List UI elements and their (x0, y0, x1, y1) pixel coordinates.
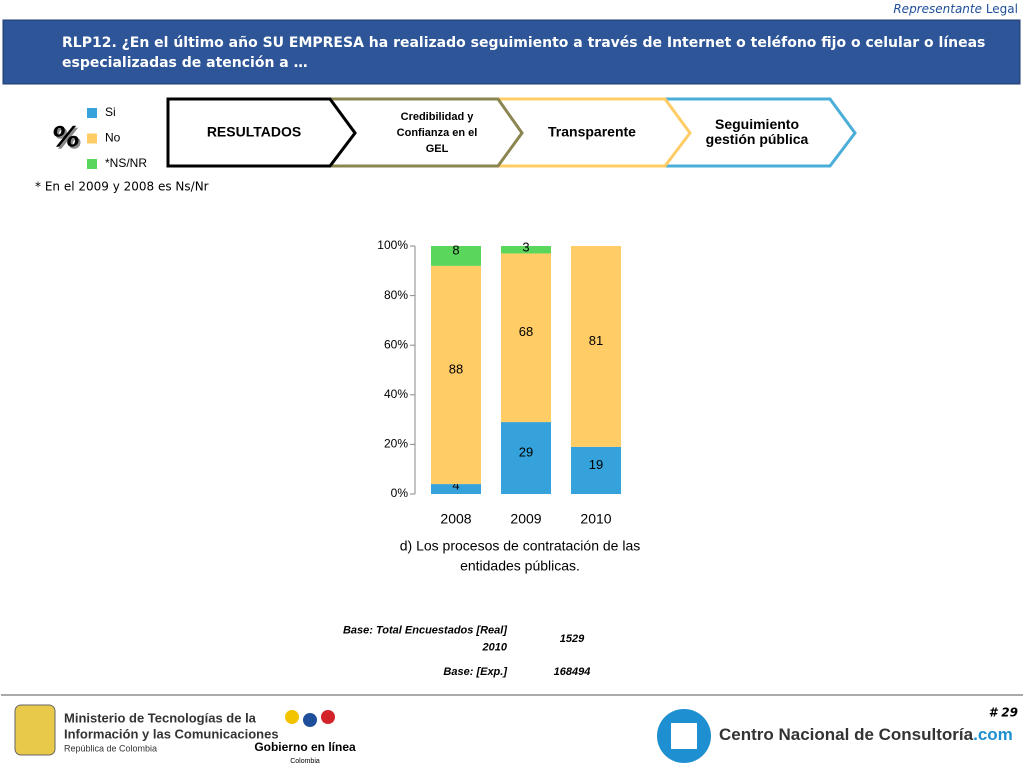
role-italic: Representante (893, 2, 982, 16)
gel-logo: Gobierno en línea (254, 740, 356, 754)
data-label: 4 (452, 478, 459, 493)
bar-segment (501, 422, 551, 494)
logo-dot (321, 710, 335, 724)
data-label: 8 (452, 242, 459, 257)
coat-of-arms (14, 704, 56, 756)
chevron-label: Confianza en el (397, 127, 478, 139)
chevron-label: gestión pública (706, 131, 809, 147)
republic: República de Colombia (64, 743, 157, 753)
bar-segment (431, 265, 481, 485)
legend-swatch (87, 159, 97, 169)
gel-country: Colombia (290, 758, 320, 765)
chevron-label: Seguimiento (715, 116, 799, 132)
bar-segment (501, 246, 551, 254)
percent-shadow: % (54, 122, 82, 155)
base-value: 168494 (554, 666, 591, 678)
y-tick-label: 0% (391, 486, 409, 500)
cnc-suffix: .com (973, 725, 1013, 744)
base-label: Base: [Exp.] (443, 666, 507, 678)
data-label: 81 (589, 333, 603, 348)
chart-caption: d) Los procesos de contratación de las (400, 538, 640, 554)
legend-label: Si (105, 105, 116, 119)
y-tick-label: 60% (384, 337, 408, 351)
data-label: 3 (522, 239, 529, 254)
header-bar (2, 19, 1021, 85)
question-line: especializadas de atención a … (62, 55, 308, 71)
chevron (166, 97, 357, 168)
x-tick-label: 2009 (510, 511, 541, 527)
ministry: Información y las Comunicaciones (64, 726, 279, 741)
role-plain: Legal (986, 2, 1018, 16)
chevron-label: Transparente (548, 124, 636, 140)
cnc-text: Centro Nacional de Consultoría (719, 725, 974, 744)
bar-segment (571, 246, 621, 447)
legend-swatch (87, 108, 97, 118)
legend-swatch (87, 133, 97, 144)
cnc-logo-inner (671, 723, 697, 749)
data-label: 68 (519, 324, 533, 339)
chart-caption: entidades públicas. (460, 558, 580, 574)
base-label: Base: Total Encuestados [Real] (343, 624, 507, 636)
data-label: 19 (589, 457, 603, 472)
role: Representante Legal (893, 2, 1018, 16)
y-tick-label: 80% (384, 288, 408, 302)
logo-dot (303, 713, 317, 727)
question-line: RLP12. ¿En el último año SU EMPRESA ha r… (62, 35, 985, 51)
base-value: 1529 (560, 633, 585, 645)
logo-dot (285, 710, 299, 724)
page-number: # 29 (989, 706, 1018, 720)
legend-label: *NS/NR (105, 156, 147, 170)
data-label: 88 (449, 361, 463, 376)
legend-label: No (105, 131, 121, 145)
bar-segment (571, 446, 621, 494)
note: * En el 2009 y 2008 es Ns/Nr (35, 180, 209, 194)
percent-sign: % (52, 120, 80, 153)
cnc-name: Centro Nacional de Consultoría.com (719, 725, 1013, 744)
bar-segment (501, 253, 551, 423)
bar-segment (431, 246, 481, 266)
y-tick-label: 100% (377, 238, 408, 252)
x-tick-label: 2010 (580, 511, 611, 527)
x-tick-label: 2008 (440, 511, 471, 527)
chevron-label: Credibilidad y (401, 111, 475, 123)
bar-segment (431, 484, 481, 494)
chevron-label: GEL (426, 143, 449, 155)
ministry: Ministerio de Tecnologías de la (64, 710, 257, 725)
y-tick-label: 20% (384, 437, 408, 451)
data-label: 29 (519, 444, 533, 459)
base-label: 2010 (482, 641, 508, 653)
y-tick-label: 40% (384, 387, 408, 401)
chevron-label: RESULTADOS (207, 124, 301, 140)
